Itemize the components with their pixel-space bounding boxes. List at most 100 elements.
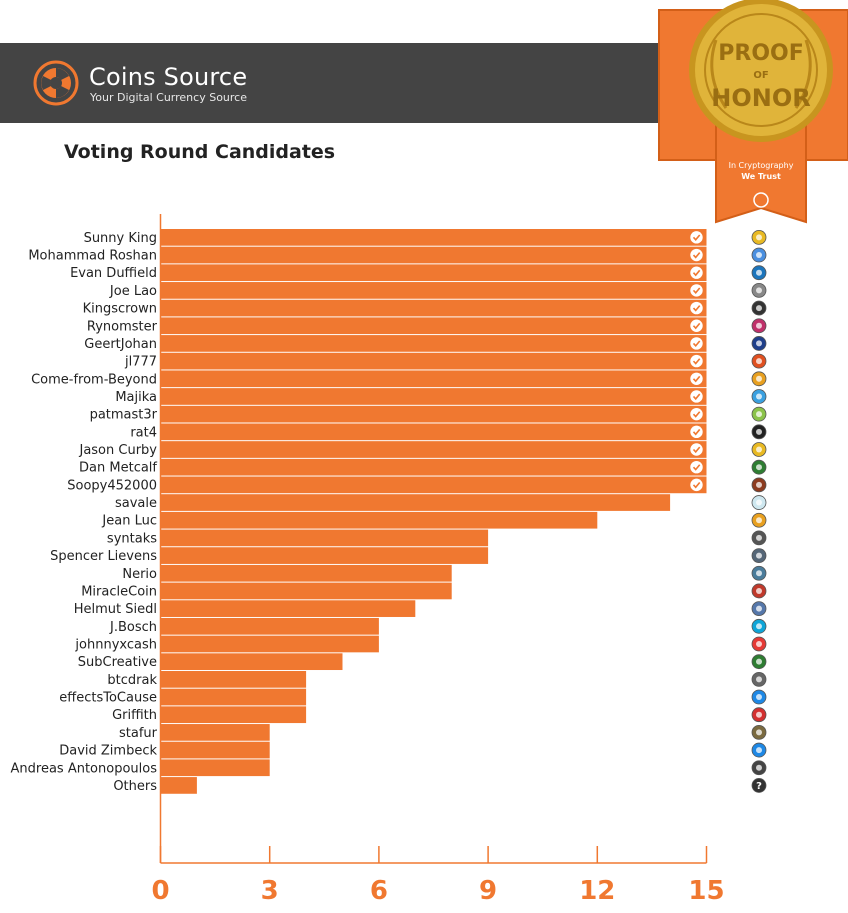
check-icon (690, 443, 703, 456)
bar (160, 617, 379, 635)
coin-icon-center (756, 481, 762, 488)
bar (160, 264, 707, 282)
check-mark (692, 269, 701, 277)
x-tick-label: 15 (688, 876, 724, 906)
check-icon (690, 460, 703, 474)
check-icon (690, 478, 703, 492)
bar (160, 600, 416, 617)
x-tick-label: 9 (479, 876, 497, 906)
coin-icon-center (756, 517, 762, 524)
proof-of-honor-badge (658, 0, 848, 224)
bar (160, 352, 707, 370)
coin-icon-center (756, 570, 762, 577)
coin-icon-center (756, 340, 762, 347)
bar (160, 724, 270, 741)
category-label: syntaks (107, 531, 157, 546)
bar (160, 405, 707, 423)
coin-icon-center (756, 252, 762, 259)
category-label: Spencer Lievens (50, 549, 157, 564)
bar (160, 759, 270, 777)
chart-title: Voting Round Candidates (64, 141, 336, 163)
question-glyph: ? (756, 781, 762, 792)
bar (160, 335, 707, 352)
coin-icon-center (756, 322, 762, 329)
badge-proof: PROOF (718, 41, 804, 66)
bar (160, 299, 707, 317)
coin-icon-center (756, 446, 762, 453)
coin-icon-center (756, 234, 762, 241)
coin-icon-center (756, 711, 762, 718)
category-label: savale (115, 496, 157, 511)
coins-source-logo-icon (33, 60, 79, 106)
bar (160, 777, 197, 794)
coin-icon-center (756, 269, 762, 276)
category-label: effectsToCause (59, 691, 157, 706)
bar (160, 688, 307, 706)
check-mark (692, 428, 701, 436)
bar (160, 582, 452, 600)
coin-icon-center (756, 393, 762, 400)
category-label: rat4 (130, 425, 157, 440)
category-label: Mohammad Roshan (28, 249, 157, 264)
coin-icon-center (756, 375, 762, 382)
check-icon (690, 390, 703, 403)
brand-name: Coins Source (89, 63, 248, 91)
badge-we-trust: We Trust (741, 172, 781, 181)
category-label: MiracleCoin (81, 584, 157, 599)
x-tick-label: 6 (370, 876, 388, 906)
category-label: GeertJohan (84, 337, 157, 352)
coin-icon-center (756, 428, 762, 435)
bar (160, 317, 707, 335)
category-label: Evan Duffield (70, 266, 157, 281)
check-icon (690, 301, 703, 315)
check-icon (690, 354, 703, 368)
x-tick-label: 3 (261, 876, 279, 906)
bar (160, 282, 707, 299)
bar (160, 423, 707, 441)
category-label: Soopy452000 (67, 478, 157, 493)
check-icon (690, 372, 703, 385)
coin-icon-center (756, 552, 762, 559)
check-mark (692, 411, 701, 418)
coin-icon-center (756, 411, 762, 418)
coin-icon-center (756, 729, 762, 736)
category-label: Dan Metcalf (79, 461, 157, 476)
check-mark (692, 252, 701, 259)
x-tick-label: 12 (579, 876, 615, 906)
category-label: Joe Lao (109, 284, 157, 299)
badge-of: OF (753, 70, 768, 81)
bar (160, 671, 307, 688)
category-label: J.Bosch (109, 620, 157, 635)
category-label: Jean Luc (101, 514, 157, 529)
category-label: Majika (115, 390, 157, 405)
coin-icon-center (756, 694, 762, 701)
check-icon (690, 319, 703, 332)
coin-icon-center (756, 658, 762, 665)
coin-icon-center (756, 358, 762, 365)
coin-icon-center (756, 747, 762, 754)
bar (160, 706, 307, 724)
bar (160, 441, 707, 458)
category-label: SubCreative (78, 655, 157, 670)
category-label: Kingscrown (83, 302, 157, 317)
coin-icon-center (756, 764, 762, 771)
coin-icon-center (756, 287, 762, 294)
coin-icon-center (756, 587, 762, 594)
check-icon (690, 231, 703, 244)
bar (160, 547, 489, 564)
check-mark (692, 305, 701, 312)
badge-honor: HONOR (711, 84, 810, 112)
category-label: jl777 (124, 355, 157, 370)
category-label: Nerio (122, 567, 157, 582)
badge-in-cryptography: In Cryptography (729, 161, 794, 170)
category-label: Come-from-Beyond (31, 372, 157, 387)
category-label: patmast3r (90, 408, 158, 423)
bar (160, 476, 707, 494)
check-mark (692, 340, 701, 348)
category-label: Andreas Antonopoulos (11, 761, 158, 776)
coin-icon-center (756, 676, 762, 683)
check-mark (692, 358, 701, 365)
category-label: Helmut Siedl (74, 602, 157, 617)
check-mark (692, 287, 701, 295)
